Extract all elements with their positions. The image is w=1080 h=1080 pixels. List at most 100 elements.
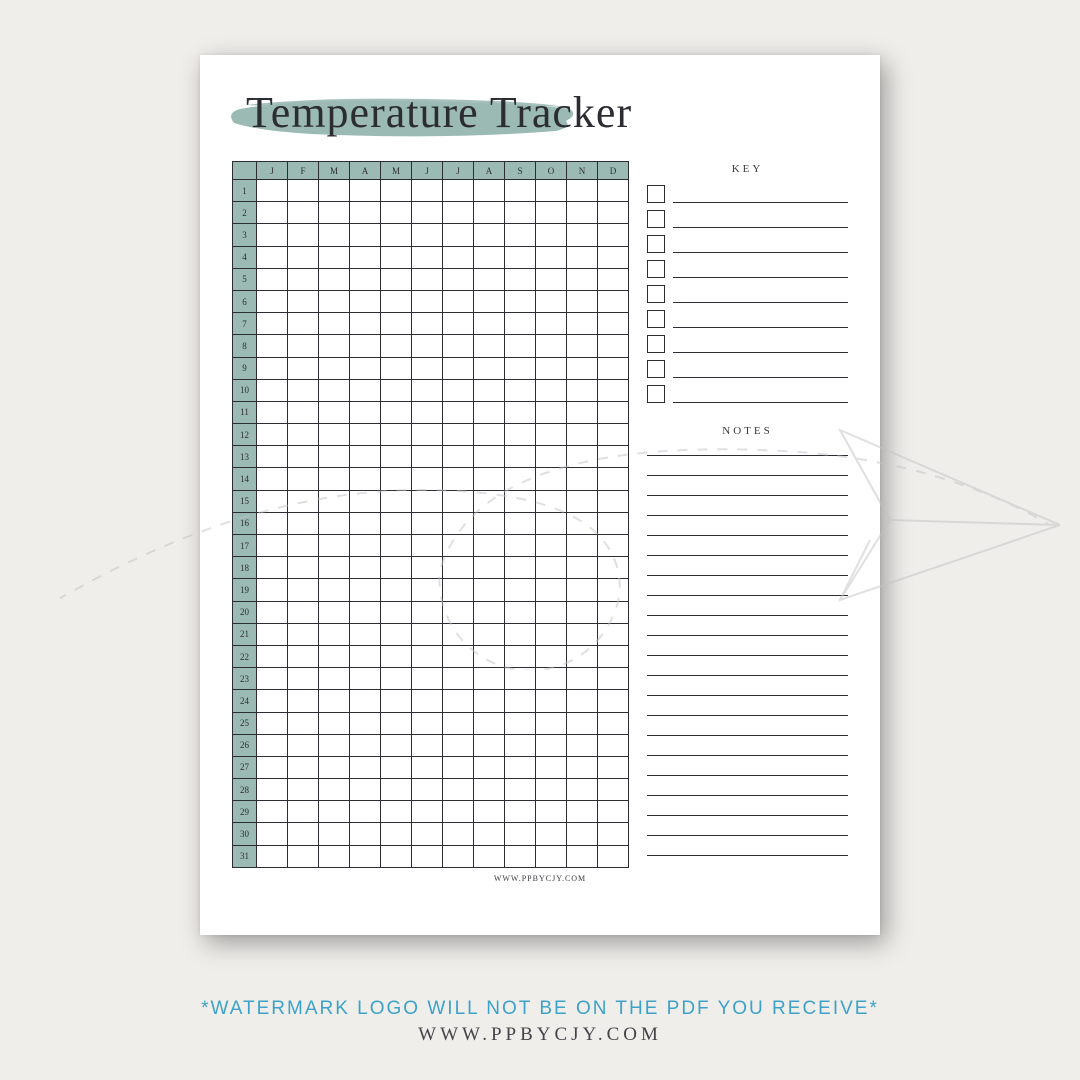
tracker-cell[interactable] — [536, 601, 567, 623]
tracker-cell[interactable] — [567, 335, 598, 357]
tracker-cell[interactable] — [598, 446, 629, 468]
tracker-cell[interactable] — [443, 535, 474, 557]
tracker-cell[interactable] — [412, 601, 443, 623]
key-line[interactable] — [673, 189, 848, 203]
tracker-cell[interactable] — [257, 246, 288, 268]
note-line[interactable] — [647, 575, 848, 576]
tracker-cell[interactable] — [598, 379, 629, 401]
key-swatch[interactable] — [647, 310, 665, 328]
tracker-cell[interactable] — [288, 601, 319, 623]
tracker-cell[interactable] — [474, 623, 505, 645]
tracker-cell[interactable] — [598, 246, 629, 268]
tracker-cell[interactable] — [381, 490, 412, 512]
tracker-cell[interactable] — [474, 823, 505, 845]
tracker-cell[interactable] — [350, 845, 381, 867]
tracker-cell[interactable] — [474, 290, 505, 312]
tracker-cell[interactable] — [598, 557, 629, 579]
note-line[interactable] — [647, 755, 848, 756]
tracker-cell[interactable] — [381, 468, 412, 490]
tracker-cell[interactable] — [567, 357, 598, 379]
tracker-cell[interactable] — [350, 734, 381, 756]
tracker-cell[interactable] — [381, 446, 412, 468]
tracker-cell[interactable] — [505, 490, 536, 512]
tracker-cell[interactable] — [474, 579, 505, 601]
tracker-cell[interactable] — [319, 557, 350, 579]
tracker-cell[interactable] — [505, 645, 536, 667]
tracker-cell[interactable] — [443, 313, 474, 335]
tracker-cell[interactable] — [598, 224, 629, 246]
tracker-cell[interactable] — [288, 313, 319, 335]
note-line[interactable] — [647, 535, 848, 536]
tracker-cell[interactable] — [598, 401, 629, 423]
tracker-cell[interactable] — [567, 623, 598, 645]
tracker-cell[interactable] — [350, 690, 381, 712]
tracker-cell[interactable] — [567, 535, 598, 557]
tracker-cell[interactable] — [381, 379, 412, 401]
tracker-cell[interactable] — [505, 557, 536, 579]
tracker-cell[interactable] — [443, 823, 474, 845]
tracker-cell[interactable] — [443, 557, 474, 579]
tracker-cell[interactable] — [381, 357, 412, 379]
tracker-cell[interactable] — [350, 623, 381, 645]
tracker-cell[interactable] — [350, 645, 381, 667]
tracker-cell[interactable] — [598, 335, 629, 357]
tracker-cell[interactable] — [505, 512, 536, 534]
tracker-cell[interactable] — [474, 468, 505, 490]
tracker-cell[interactable] — [319, 246, 350, 268]
tracker-cell[interactable] — [257, 801, 288, 823]
tracker-cell[interactable] — [319, 756, 350, 778]
tracker-cell[interactable] — [319, 290, 350, 312]
tracker-cell[interactable] — [567, 668, 598, 690]
tracker-cell[interactable] — [288, 690, 319, 712]
tracker-cell[interactable] — [319, 357, 350, 379]
tracker-cell[interactable] — [536, 379, 567, 401]
tracker-cell[interactable] — [567, 823, 598, 845]
tracker-cell[interactable] — [505, 579, 536, 601]
tracker-cell[interactable] — [350, 224, 381, 246]
tracker-cell[interactable] — [505, 712, 536, 734]
tracker-cell[interactable] — [598, 357, 629, 379]
tracker-cell[interactable] — [350, 712, 381, 734]
tracker-cell[interactable] — [257, 424, 288, 446]
tracker-cell[interactable] — [288, 668, 319, 690]
key-swatch[interactable] — [647, 385, 665, 403]
tracker-cell[interactable] — [381, 401, 412, 423]
tracker-cell[interactable] — [381, 535, 412, 557]
tracker-cell[interactable] — [567, 379, 598, 401]
tracker-cell[interactable] — [474, 535, 505, 557]
tracker-cell[interactable] — [598, 756, 629, 778]
tracker-cell[interactable] — [567, 845, 598, 867]
note-line[interactable] — [647, 775, 848, 776]
tracker-cell[interactable] — [288, 490, 319, 512]
tracker-cell[interactable] — [381, 601, 412, 623]
tracker-cell[interactable] — [412, 512, 443, 534]
tracker-cell[interactable] — [443, 424, 474, 446]
tracker-cell[interactable] — [412, 668, 443, 690]
tracker-cell[interactable] — [474, 712, 505, 734]
tracker-cell[interactable] — [319, 224, 350, 246]
tracker-cell[interactable] — [536, 468, 567, 490]
tracker-cell[interactable] — [288, 202, 319, 224]
tracker-cell[interactable] — [474, 779, 505, 801]
note-line[interactable] — [647, 795, 848, 796]
tracker-cell[interactable] — [381, 690, 412, 712]
tracker-cell[interactable] — [536, 202, 567, 224]
note-line[interactable] — [647, 695, 848, 696]
tracker-cell[interactable] — [381, 668, 412, 690]
tracker-cell[interactable] — [567, 579, 598, 601]
tracker-cell[interactable] — [567, 268, 598, 290]
key-line[interactable] — [673, 214, 848, 228]
tracker-cell[interactable] — [350, 823, 381, 845]
tracker-cell[interactable] — [443, 180, 474, 202]
tracker-cell[interactable] — [350, 424, 381, 446]
tracker-cell[interactable] — [443, 645, 474, 667]
tracker-cell[interactable] — [412, 557, 443, 579]
tracker-cell[interactable] — [319, 202, 350, 224]
tracker-cell[interactable] — [350, 335, 381, 357]
tracker-cell[interactable] — [474, 335, 505, 357]
tracker-cell[interactable] — [288, 468, 319, 490]
key-line[interactable] — [673, 239, 848, 253]
tracker-cell[interactable] — [536, 557, 567, 579]
tracker-cell[interactable] — [505, 845, 536, 867]
tracker-cell[interactable] — [536, 668, 567, 690]
